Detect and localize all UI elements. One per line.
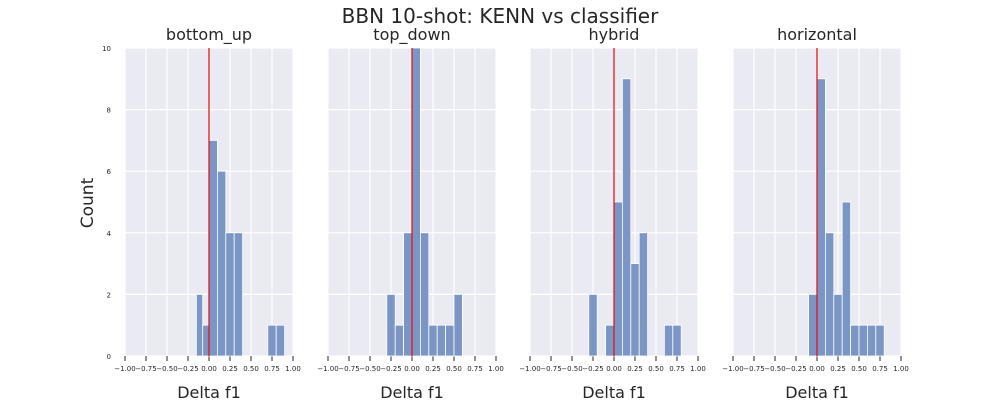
histogram-bar xyxy=(605,324,615,357)
histogram-bar xyxy=(850,324,860,357)
x-tick-label: 0.25 xyxy=(627,365,643,373)
x-tick-label: −0.75 xyxy=(743,365,764,373)
x-tick-label: 0.50 xyxy=(243,365,259,373)
y-tick-label: 2 xyxy=(107,291,111,299)
histogram-bar xyxy=(672,324,682,357)
x-tick-label: 0.50 xyxy=(851,365,867,373)
histogram-bar xyxy=(436,324,447,357)
x-tick-label: −0.25 xyxy=(785,365,806,373)
histogram-bar xyxy=(411,47,421,357)
y-tick-label: 6 xyxy=(107,168,112,176)
x-tick-label: −0.50 xyxy=(561,365,582,373)
histogram-bar xyxy=(225,232,235,357)
x-tick-label: 0.50 xyxy=(446,365,462,373)
x-tick-label: 0.50 xyxy=(648,365,664,373)
panel-horizontal: −1.00 −0.75 −0.50 −0.25 0.00 0.25 0.50 0.75 1.00… xyxy=(722,25,909,400)
histogram-bar xyxy=(428,324,438,357)
histogram-bar xyxy=(195,293,204,357)
y-axis-label: Count xyxy=(78,177,98,228)
x-tick-label: −1.00 xyxy=(317,365,338,373)
x-tick-label: −0.75 xyxy=(540,365,561,373)
panel-title: top_down xyxy=(373,25,450,45)
histogram-bar xyxy=(858,324,868,357)
x-tick-label: 0.00 xyxy=(606,365,622,373)
x-tick-label: 1.00 xyxy=(893,365,909,373)
x-tick-label: −0.50 xyxy=(156,365,177,373)
y-tick-label: 4 xyxy=(107,230,112,238)
x-tick-label: −0.50 xyxy=(359,365,380,373)
x-tick-label: −1.00 xyxy=(722,365,743,373)
histogram-bar xyxy=(638,232,649,357)
y-tick-label: 8 xyxy=(107,107,111,115)
histogram-bar xyxy=(664,324,674,357)
x-tick-label: −0.25 xyxy=(582,365,603,373)
histogram-bar xyxy=(275,324,286,357)
panel-title: hybrid xyxy=(589,25,640,44)
histogram-bar xyxy=(841,201,852,357)
histogram-bar xyxy=(233,232,243,357)
panel-top-down: −1.00 −0.75 −0.50 −0.25 0.00 0.25 0.50 0.75 1.00… xyxy=(317,25,504,400)
x-axis-label: Delta f1 xyxy=(380,383,444,400)
panel-hybrid: −1.00 −0.75 −0.50 −0.25 0.00 0.25 0.50 0.75 1.00… xyxy=(519,25,706,400)
histogram-bar xyxy=(386,293,396,357)
histogram-bar xyxy=(833,293,843,357)
histogram-bar xyxy=(216,170,227,357)
x-tick-label: −1.00 xyxy=(114,365,135,373)
histogram-panels: −1.00 −0.75 −0.50 −0.25 0.00 0.25 0.50 0.75 1.00… xyxy=(102,25,909,400)
histogram-bar xyxy=(453,293,463,357)
histogram-bar xyxy=(808,293,818,357)
x-tick-label: 0.25 xyxy=(425,365,441,373)
figure-title: BBN 10-shot: KENN vs classifier xyxy=(342,4,659,28)
histogram-bar xyxy=(867,324,877,357)
histogram-bar xyxy=(622,78,632,357)
x-tick-label: −0.25 xyxy=(177,365,198,373)
histogram-bar xyxy=(267,324,277,357)
x-axis-label: Delta f1 xyxy=(582,383,646,400)
x-axis-label: Delta f1 xyxy=(785,383,849,400)
x-tick-label: 0.25 xyxy=(830,365,846,373)
x-tick-label: 0.25 xyxy=(222,365,238,373)
x-tick-label: 0.00 xyxy=(404,365,420,373)
x-tick-label: 1.00 xyxy=(488,365,504,373)
x-tick-label: −0.75 xyxy=(338,365,359,373)
histogram-bar xyxy=(613,201,623,357)
x-tick-label: 0.75 xyxy=(467,365,483,373)
histogram-bar xyxy=(588,293,598,357)
x-tick-label: −0.50 xyxy=(764,365,785,373)
x-tick-label: 1.00 xyxy=(690,365,706,373)
histogram-bar xyxy=(202,324,210,357)
histogram-bar xyxy=(403,232,413,357)
panel-title: horizontal xyxy=(777,25,857,44)
histogram-bar xyxy=(208,139,218,357)
x-axis-label: Delta f1 xyxy=(177,383,241,400)
histogram-bar xyxy=(394,324,405,357)
histogram-bar xyxy=(875,324,885,357)
x-tick-label: 0.75 xyxy=(872,365,888,373)
x-tick-label: 0.75 xyxy=(264,365,280,373)
x-tick-label: 1.00 xyxy=(285,365,301,373)
histogram-bar xyxy=(630,263,640,357)
histogram-bar xyxy=(825,232,835,357)
x-tick-label: 0.00 xyxy=(201,365,217,373)
y-tick-label: 0 xyxy=(107,353,111,361)
y-tick-label: 10 xyxy=(102,45,111,53)
x-tick-label: 0.75 xyxy=(669,365,685,373)
panel-title: bottom_up xyxy=(166,25,252,45)
panel-bottom-up: −1.00 −0.75 −0.50 −0.25 0.00 0.25 0.50 0.75 1.00… xyxy=(102,25,301,400)
x-tick-label: 0.00 xyxy=(809,365,825,373)
histogram-bar xyxy=(445,324,455,357)
histogram-bar xyxy=(816,78,826,357)
x-tick-label: −0.25 xyxy=(380,365,401,373)
x-tick-label: −1.00 xyxy=(519,365,540,373)
x-tick-label: −0.75 xyxy=(135,365,156,373)
histogram-bar xyxy=(419,232,430,357)
